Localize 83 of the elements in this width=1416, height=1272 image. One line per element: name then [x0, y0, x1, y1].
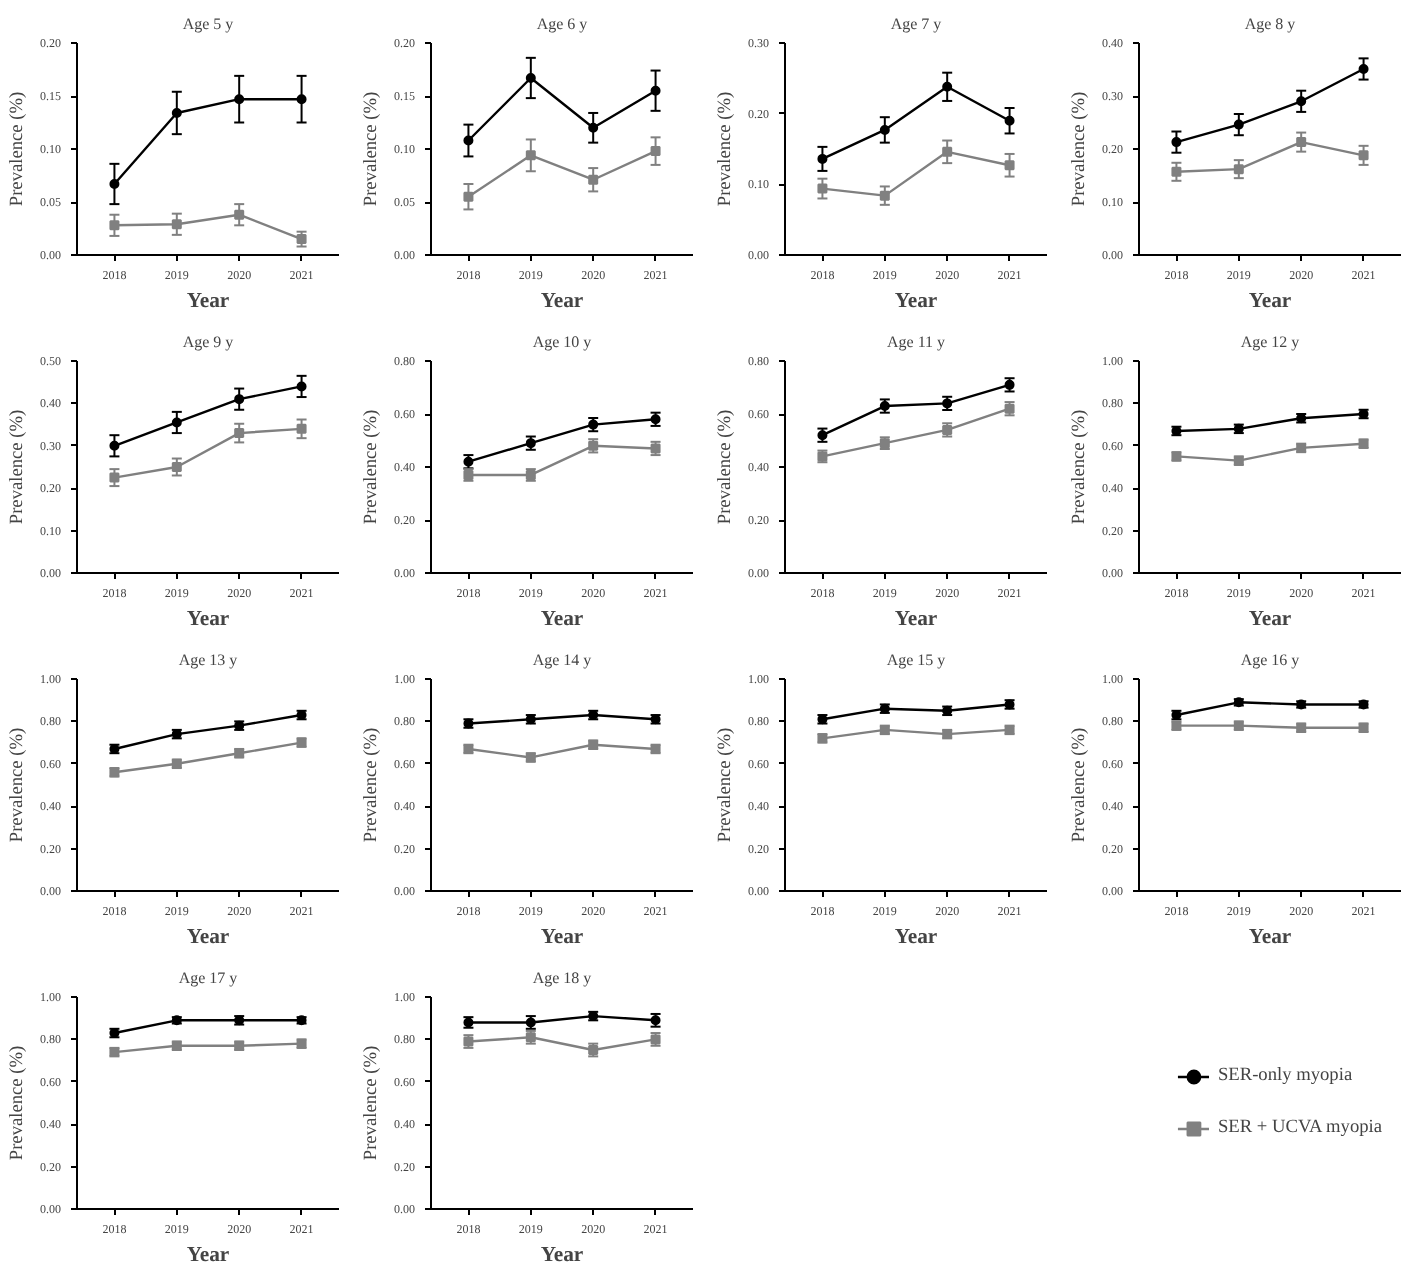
- point: [942, 81, 953, 92]
- point: [463, 191, 474, 202]
- point: [817, 183, 828, 194]
- point: [650, 146, 661, 157]
- point: [1171, 166, 1182, 177]
- chart-title: Age 9 y: [182, 333, 234, 351]
- point: [109, 472, 120, 483]
- x-axis-title: Year: [186, 1245, 230, 1267]
- chart-title: Age 10 y: [532, 333, 592, 351]
- point: [650, 85, 661, 96]
- y-axis-title: Prevalence (%): [362, 727, 382, 843]
- chart-title: Age 18 y: [532, 969, 592, 987]
- chart-title: Age 15 y: [886, 651, 946, 669]
- point: [234, 394, 245, 405]
- chart-title: Age 17 y: [178, 969, 238, 987]
- y-axis-title: Prevalence (%): [1070, 91, 1090, 207]
- point: [234, 428, 245, 439]
- chart-title: Age 16 y: [1240, 651, 1300, 669]
- point: [171, 462, 182, 472]
- chart-title: Age 6 y: [536, 15, 588, 33]
- y-axis-title: Prevalence (%): [716, 91, 736, 207]
- point: [109, 178, 120, 189]
- point: [525, 72, 536, 83]
- point: [234, 209, 245, 220]
- point: [296, 423, 307, 434]
- x-axis-title: Year: [1248, 291, 1292, 313]
- point: [296, 381, 307, 392]
- point: [296, 94, 307, 105]
- y-axis-title: Prevalence (%): [362, 91, 382, 207]
- x-axis-title: Year: [540, 1245, 584, 1267]
- y-axis-title: Prevalence (%): [716, 727, 736, 843]
- x-axis-title: Year: [186, 927, 230, 949]
- x-axis-title: Year: [1248, 927, 1292, 949]
- y-axis-title: Prevalence (%): [8, 1045, 28, 1161]
- y-axis-title: Prevalence (%): [8, 91, 28, 207]
- point: [588, 122, 599, 133]
- point: [1004, 160, 1015, 171]
- point: [109, 220, 120, 231]
- point: [1296, 96, 1307, 107]
- chart-title: Age 8 y: [1244, 15, 1296, 33]
- point: [1233, 164, 1244, 175]
- point: [1296, 137, 1307, 148]
- point: [234, 94, 245, 105]
- point: [942, 146, 953, 157]
- point: [463, 135, 474, 146]
- point: [1358, 63, 1369, 74]
- x-axis-title: Year: [894, 927, 938, 949]
- y-axis-title: Prevalence (%): [716, 409, 736, 525]
- x-axis-title: Year: [540, 927, 584, 949]
- point: [879, 124, 890, 135]
- point: [1004, 115, 1015, 126]
- x-axis-title: Year: [1248, 609, 1292, 631]
- point: [109, 440, 120, 451]
- point: [1358, 150, 1369, 161]
- y-axis-title: Prevalence (%): [8, 727, 28, 843]
- chart-title: Age 11 y: [886, 333, 946, 351]
- point: [171, 417, 182, 428]
- y-axis-title: Prevalence (%): [8, 409, 28, 525]
- point: [1233, 119, 1244, 130]
- point: [171, 107, 182, 118]
- chart-title: Age 5 y: [182, 15, 234, 33]
- y-axis-title: Prevalence (%): [1070, 409, 1090, 525]
- chart-title: Age 7 y: [890, 15, 942, 33]
- y-axis-title: Prevalence (%): [1070, 727, 1090, 843]
- chart-title: Age 12 y: [1240, 333, 1300, 351]
- y-axis-title: Prevalence (%): [362, 1045, 382, 1161]
- point: [588, 174, 599, 185]
- point: [879, 190, 890, 201]
- legend-label: SER-only myopia: [1217, 1066, 1353, 1086]
- point: [525, 150, 536, 161]
- x-axis-title: Year: [894, 609, 938, 631]
- point: [1171, 137, 1182, 148]
- x-axis-title: Year: [540, 291, 584, 313]
- legend-label: SER + UCVA myopia: [1217, 1118, 1383, 1138]
- point: [171, 219, 182, 230]
- y-axis-title: Prevalence (%): [362, 409, 382, 525]
- x-axis-title: Year: [186, 291, 230, 313]
- x-axis-title: Year: [540, 609, 584, 631]
- chart-title: Age 14 y: [532, 651, 592, 669]
- point: [817, 153, 828, 164]
- x-axis-title: Year: [186, 609, 230, 631]
- chart-title: Age 13 y: [178, 651, 238, 669]
- x-axis-title: Year: [894, 291, 938, 313]
